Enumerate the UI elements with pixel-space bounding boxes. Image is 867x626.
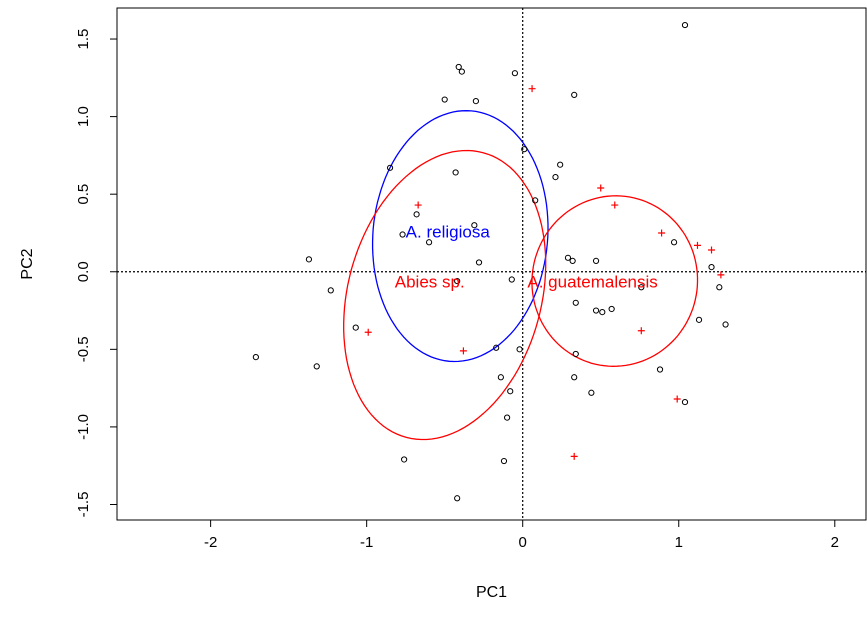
data-point-circle [452,169,459,176]
data-point-circle [413,211,420,218]
data-point-circle [471,222,478,229]
data-point-circle [500,457,508,465]
data-point-circle [516,346,523,353]
data-point-circle [716,284,723,291]
data-point-circle [401,456,408,463]
data-point-circle [681,398,689,406]
data-point-circle [252,353,259,361]
x-tick-label: -1 [360,534,373,551]
data-point-circle [656,366,664,373]
data-point-plus [708,246,716,254]
data-point-circle [571,91,578,98]
data-point-plus [693,241,701,249]
data-point-plus [528,85,536,93]
group-label: Abies sp. [395,272,465,291]
data-point-circle [497,374,504,381]
confidence-ellipse [531,195,699,367]
data-point-circle [425,239,433,246]
data-point-circle [327,287,334,294]
data-point-circle [681,21,689,29]
x-tick-label: 2 [831,534,839,551]
data-point-circle [305,256,313,263]
confidence-ellipse [371,110,549,363]
data-point-circle [472,97,479,105]
data-point-plus [570,452,578,460]
data-point-circle [508,276,515,283]
y-tick-label: 0.5 [75,184,92,205]
y-tick-label: 0.0 [75,261,92,282]
data-point-circle [608,305,615,313]
x-axis-title: PC1 [476,584,507,601]
data-point-plus [673,395,681,403]
data-point-circle [588,389,595,396]
data-point-circle [441,96,448,103]
data-point-circle [493,344,500,351]
y-tick-label: -1.5 [75,492,92,518]
data-point-circle [454,495,461,502]
data-point-circle [569,257,576,264]
y-tick-label: 1.0 [75,106,92,127]
data-point-circle [313,363,320,370]
data-point-plus [597,184,605,192]
data-point-circle [572,350,579,358]
data-point-plus [637,327,645,335]
data-point-circle [708,264,715,271]
data-point-circle [532,197,539,204]
data-point-circle [571,374,578,381]
data-point-circle [504,414,511,421]
data-point-circle [564,254,572,261]
data-point-plus [459,347,467,355]
y-tick-label: -1.0 [75,414,92,440]
data-point-circle [511,70,519,77]
data-point-plus [658,229,666,237]
data-point-circle [521,146,528,153]
y-tick-label: -0.5 [75,336,92,362]
data-point-circle [386,164,394,171]
data-point-circle [454,277,461,285]
data-point-circle [507,388,514,395]
x-tick-label: 1 [675,534,683,551]
y-axis-title: PC2 [19,248,36,279]
data-point-circle [399,231,406,238]
data-point-plus [611,201,619,209]
data-point-circle [475,259,483,266]
data-point-circle [455,63,462,71]
y-tick-label: 1.5 [75,29,92,50]
data-point-circle [557,161,564,168]
data-point-plus [414,201,422,209]
data-point-circle [352,324,359,331]
data-point-circle [572,299,579,306]
data-point-circle [458,68,465,75]
group-label: A. guatemalensis [527,272,657,291]
x-tick-label: 0 [519,534,527,551]
group-label: A. religiosa [406,223,491,242]
data-point-circle [552,174,559,181]
data-point-circle [592,257,600,264]
data-point-circle [670,239,678,246]
data-point-circle [592,307,600,314]
x-tick-label: -2 [204,534,217,551]
confidence-ellipse [343,149,547,441]
data-point-circle [599,308,606,316]
data-point-circle [695,316,703,323]
data-point-circle [722,321,729,328]
data-point-plus [717,271,725,279]
data-point-circle [638,284,645,291]
data-point-plus [364,328,372,336]
